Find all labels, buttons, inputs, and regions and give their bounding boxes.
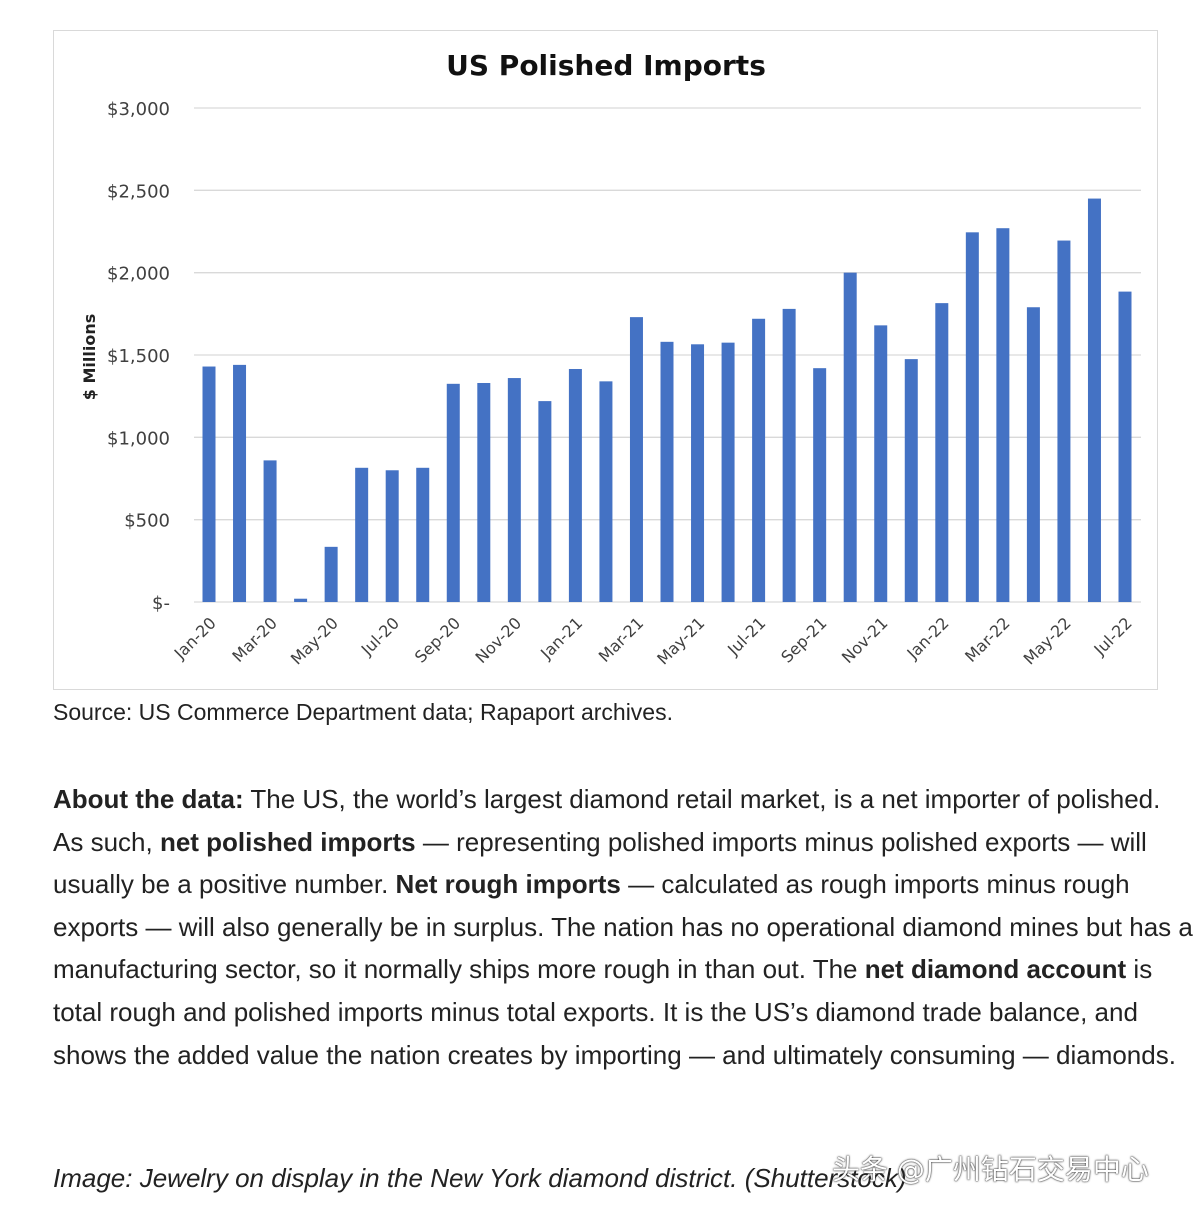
y-tick-label: $2,000 <box>107 264 170 285</box>
x-tick-label: Sep-21 <box>777 613 830 666</box>
x-tick-label: Sep-20 <box>411 613 464 666</box>
x-tick-label: Jan-20 <box>170 613 220 663</box>
y-tick-label: $1,500 <box>107 346 170 367</box>
x-tick-label: Jul-22 <box>1090 613 1136 659</box>
y-tick-label: $3,000 <box>107 99 170 120</box>
term-net-diamond-account: net diamond account <box>864 954 1127 985</box>
bar-Jan-22 <box>935 303 949 602</box>
about-paragraph: About the data: The US, the world’s larg… <box>53 778 1193 1076</box>
bar-Sep-20 <box>446 383 460 602</box>
y-tick-label: $2,500 <box>107 181 170 202</box>
bar-Feb-20 <box>233 364 247 602</box>
bar-Aug-20 <box>416 467 430 602</box>
about-text-3: — calculated as rough imports minus roug… <box>53 869 1193 985</box>
about-label: About the data: <box>53 784 244 814</box>
bar-Jan-20 <box>202 366 216 602</box>
bar-Feb-21 <box>599 381 613 602</box>
x-tick-label: Mar-22 <box>961 613 1014 666</box>
image-caption: Image: Jewelry on display in the New Yor… <box>53 1163 907 1193</box>
about-text-2: — representing polished imports minus po… <box>53 826 1147 900</box>
bar-Sep-21 <box>813 368 827 602</box>
y-axis-label: $ Millions <box>80 314 99 400</box>
bar-Apr-22 <box>1026 307 1040 602</box>
bar-Dec-21 <box>904 359 918 602</box>
bar-Mar-21 <box>629 317 643 602</box>
bar-Jun-21 <box>721 342 735 602</box>
bar-Jan-21 <box>568 368 582 602</box>
x-tick-label: May-22 <box>1020 613 1075 668</box>
bar-Apr-21 <box>660 341 674 602</box>
y-tick-label: $500 <box>124 511 170 532</box>
bar-Aug-21 <box>782 308 796 602</box>
x-tick-label: Nov-21 <box>838 613 892 667</box>
x-tick-label: May-21 <box>653 613 708 668</box>
bar-Dec-20 <box>538 401 552 602</box>
bar-Jul-21 <box>752 318 766 602</box>
chart-title: US Polished Imports <box>446 49 766 82</box>
bar-chart: US Polished Imports $ Millions $- $500 $1,… <box>80 49 1141 669</box>
watermark: 头条 @广州钻石交易中心 <box>832 1153 1149 1186</box>
x-tick-label: Jan-21 <box>536 613 586 663</box>
x-tick-label: Jul-20 <box>357 613 403 659</box>
y-tick-label: $- <box>152 593 170 614</box>
bar-Oct-20 <box>477 382 491 602</box>
chart-container: US Polished Imports $ Millions $- $500 $1,… <box>53 30 1158 690</box>
about-text-4: is total rough and polished imports minu… <box>53 954 1176 1070</box>
bar-Jul-20 <box>385 470 399 602</box>
bar-May-22 <box>1057 240 1071 602</box>
bar-Apr-20 <box>294 598 308 602</box>
x-tick-label: Mar-21 <box>595 613 648 666</box>
y-tick-label: $1,000 <box>107 428 170 449</box>
bar-Feb-22 <box>965 232 979 602</box>
bar-Nov-21 <box>874 325 888 602</box>
bar-Jul-22 <box>1118 291 1132 602</box>
bar-Jun-20 <box>355 467 369 602</box>
x-tick-label: Jan-22 <box>903 613 953 663</box>
x-tick-label: Jul-21 <box>723 613 769 659</box>
bar-May-20 <box>324 546 338 602</box>
x-tick-label: Nov-20 <box>471 613 525 667</box>
bar-May-21 <box>691 344 705 602</box>
x-tick-label: Mar-20 <box>228 613 281 666</box>
bar-Mar-22 <box>996 228 1010 602</box>
term-net-rough-imports: Net rough imports <box>395 869 621 900</box>
about-text-1: The US, the world’s largest diamond reta… <box>53 784 1161 857</box>
bar-Mar-20 <box>263 460 277 602</box>
bar-Jun-22 <box>1087 198 1101 603</box>
bar-Oct-21 <box>843 272 857 602</box>
x-tick-label: May-20 <box>287 613 342 668</box>
term-net-polished-imports: net polished imports <box>159 826 416 857</box>
chart-source: Source: US Commerce Department data; Rap… <box>53 699 673 725</box>
bar-Nov-20 <box>507 378 521 602</box>
